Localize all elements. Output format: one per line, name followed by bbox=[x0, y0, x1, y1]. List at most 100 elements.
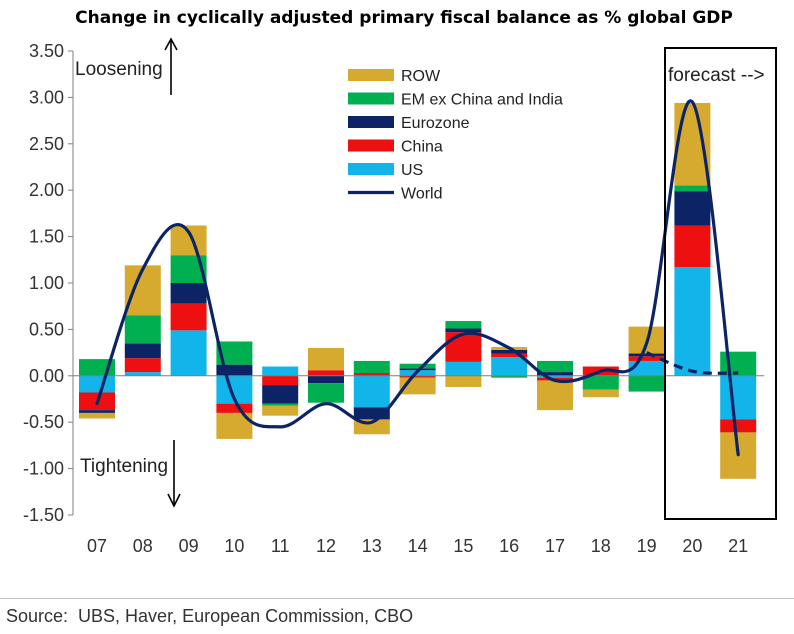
bar-em-ex-china-and-india-08 bbox=[124, 315, 161, 344]
legend-swatch-china bbox=[348, 139, 394, 152]
bar-china-11 bbox=[262, 375, 299, 386]
bar-us-11 bbox=[262, 366, 299, 376]
bar-us-20 bbox=[674, 267, 711, 376]
bar-china-12 bbox=[308, 370, 344, 376]
bar-row-17 bbox=[537, 380, 573, 411]
x-tick-label-11: 11 bbox=[271, 536, 290, 556]
bar-us-16 bbox=[491, 357, 528, 376]
legend-label-world: World bbox=[401, 186, 443, 203]
x-tick-label-14: 14 bbox=[408, 536, 428, 556]
world-line bbox=[95, 99, 740, 457]
bar-em-ex-china-and-india-11 bbox=[262, 403, 299, 406]
bar-china-16 bbox=[491, 353, 528, 358]
y-tick-label: 1.00 bbox=[29, 273, 64, 293]
y-tick-label: 2.00 bbox=[29, 180, 64, 200]
bar-us-21 bbox=[720, 375, 757, 420]
x-tick-label-08: 08 bbox=[133, 536, 153, 556]
legend-label-us: US bbox=[401, 162, 423, 179]
bar-eurozone-11 bbox=[262, 385, 299, 404]
bar-china-13 bbox=[353, 373, 390, 376]
x-tick-label-09: 09 bbox=[179, 536, 199, 556]
bar-china-21 bbox=[720, 419, 757, 433]
bar-em-ex-china-and-india-14 bbox=[399, 363, 436, 369]
bar-eurozone-09 bbox=[170, 283, 207, 304]
y-tick-label: 0.50 bbox=[29, 319, 64, 339]
x-tick-label-21: 21 bbox=[728, 536, 748, 556]
y-tick-label: -1.50 bbox=[23, 505, 64, 525]
y-tick-label: 3.00 bbox=[29, 87, 64, 107]
x-tick-label-17: 17 bbox=[545, 536, 565, 556]
bar-china-20 bbox=[674, 225, 711, 268]
x-tick-label-20: 20 bbox=[682, 536, 702, 556]
legend: ROW EM ex China and India Eurozone China US W… bbox=[348, 68, 563, 203]
y-tick-label: 3.50 bbox=[29, 41, 64, 61]
bar-eurozone-10 bbox=[216, 364, 253, 376]
x-tick-label-18: 18 bbox=[591, 536, 611, 556]
legend-swatch-eurozone bbox=[348, 116, 394, 128]
bar-em-ex-china-and-india-19 bbox=[628, 375, 665, 392]
bar-row-11 bbox=[262, 405, 299, 416]
legend-swatch-us bbox=[348, 163, 394, 175]
bar-row-15 bbox=[445, 375, 482, 387]
bar-us-13 bbox=[353, 375, 390, 408]
bar-em-ex-china-and-india-18 bbox=[582, 375, 619, 390]
bar-eurozone-07 bbox=[79, 410, 115, 413]
legend-label-eurozone: Eurozone bbox=[401, 115, 470, 132]
bar-china-19 bbox=[628, 356, 665, 361]
y-tick-label: -0.50 bbox=[23, 412, 64, 432]
bar-us-15 bbox=[445, 361, 482, 376]
bar-row-08 bbox=[124, 265, 161, 316]
bar-em-ex-china-and-india-12 bbox=[308, 383, 344, 403]
bar-row-20 bbox=[674, 102, 711, 186]
bar-china-10 bbox=[216, 403, 253, 413]
forecast-annotation: forecast --> bbox=[668, 65, 765, 86]
bar-em-ex-china-and-india-10 bbox=[216, 341, 253, 365]
bar-row-18 bbox=[582, 389, 619, 398]
x-tick-label-13: 13 bbox=[362, 536, 382, 556]
y-tick-label: 2.50 bbox=[29, 134, 64, 154]
up-arrow-icon bbox=[164, 37, 178, 51]
world-dashed-line bbox=[645, 351, 739, 375]
plot-area: 3.50 3.00 2.50 2.00 1.50 1.00 0.50 0.00 -0.50 -1.… bbox=[23, 37, 777, 556]
legend-swatch-row bbox=[348, 69, 394, 81]
bar-em-ex-china-and-india-15 bbox=[445, 321, 482, 329]
bar-eurozone-16 bbox=[491, 349, 528, 354]
bar-eurozone-08 bbox=[124, 343, 161, 359]
fiscal-balance-chart: Change in cyclically adjusted primary fi… bbox=[23, 8, 777, 556]
y-tick-label: 0.00 bbox=[29, 366, 64, 386]
legend-label-china: China bbox=[401, 139, 443, 156]
x-tick-label-19: 19 bbox=[637, 536, 657, 556]
y-tick-label: -1.00 bbox=[23, 459, 64, 479]
x-tick-label-12: 12 bbox=[316, 536, 336, 556]
bar-row-12 bbox=[308, 347, 344, 371]
bar-china-14 bbox=[399, 375, 436, 378]
x-tick-label-15: 15 bbox=[453, 536, 473, 556]
down-arrow-icon bbox=[167, 493, 181, 508]
bar-eurozone-17 bbox=[537, 372, 573, 376]
bar-em-ex-china-and-india-20 bbox=[674, 185, 711, 192]
source-divider bbox=[0, 598, 794, 599]
tightening-annotation: Tightening bbox=[80, 456, 168, 477]
y-tick-label: 1.50 bbox=[29, 227, 64, 247]
bar-us-17 bbox=[537, 375, 573, 378]
loosening-annotation: Loosening bbox=[75, 59, 163, 80]
bar-eurozone-12 bbox=[308, 375, 344, 384]
bar-china-15 bbox=[445, 332, 482, 362]
bar-eurozone-20 bbox=[674, 191, 711, 226]
bar-us-09 bbox=[170, 330, 207, 376]
bar-china-09 bbox=[170, 303, 207, 331]
legend-label-row: ROW bbox=[401, 68, 441, 85]
bar-em-ex-china-and-india-16 bbox=[491, 375, 528, 378]
x-tick-label-16: 16 bbox=[499, 536, 519, 556]
bar-china-08 bbox=[124, 358, 161, 373]
forecast-box bbox=[664, 47, 777, 520]
bar-eurozone-15 bbox=[445, 328, 482, 333]
bar-eurozone-19 bbox=[628, 353, 665, 357]
x-tick-label-10: 10 bbox=[224, 536, 244, 556]
legend-label-em-ex-china-and-india: EM ex China and India bbox=[401, 92, 563, 109]
chart-title: Change in cyclically adjusted primary fi… bbox=[75, 8, 733, 28]
bar-em-ex-china-and-india-17 bbox=[537, 360, 573, 373]
x-tick-label-07: 07 bbox=[87, 536, 107, 556]
bar-us-08 bbox=[124, 372, 161, 376]
source-note: Source: UBS, Haver, European Commission,… bbox=[6, 606, 414, 626]
